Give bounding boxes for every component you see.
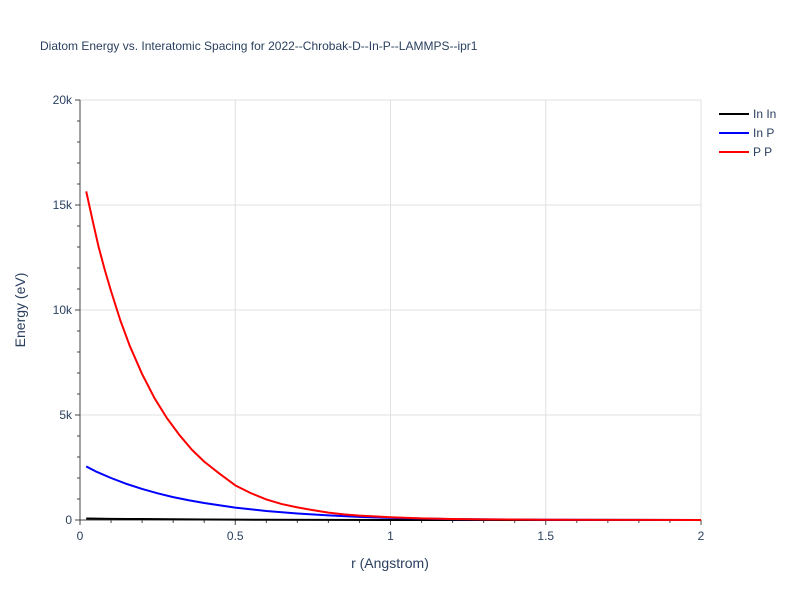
x-tick-label: 0.5 — [227, 529, 244, 543]
x-tick-label: 0 — [77, 529, 84, 543]
chart-title: Diatom Energy vs. Interatomic Spacing fo… — [40, 39, 478, 53]
x-tick-label: 2 — [698, 529, 705, 543]
y-tick-label: 10k — [53, 303, 73, 317]
x-axis-title: r (Angstrom) — [351, 555, 429, 571]
y-tick-label: 0 — [65, 513, 72, 527]
grid — [80, 99, 702, 520]
legend-label-in-p: In P — [753, 126, 774, 140]
series-line-p-p — [85, 191, 702, 521]
legend-label-in-in: In In — [753, 107, 776, 121]
y-tick-label: 5k — [59, 408, 73, 422]
y-tick-label: 15k — [53, 198, 73, 212]
y-tick-label: 20k — [53, 93, 73, 107]
x-tick-label: 1 — [387, 529, 394, 543]
x-tick-label: 1.5 — [537, 529, 554, 543]
y-axis-title: Energy (eV) — [12, 273, 28, 348]
legend-label-p-p: P P — [753, 145, 772, 159]
series-lines — [85, 191, 702, 521]
legend: In In In P P P — [719, 107, 776, 159]
series-line-in-in — [86, 517, 701, 521]
